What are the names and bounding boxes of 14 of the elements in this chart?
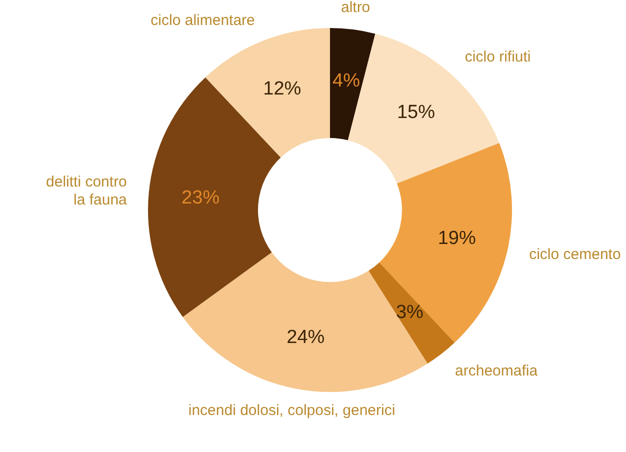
slice-label: archeomafia [455,362,538,380]
slice-label: ciclo alimentare [150,12,255,29]
data-label: 4% [332,70,360,92]
data-label: 24% [286,327,325,348]
slice-label: ciclo cemento [529,246,621,263]
slice-label: incendi dolosi, colposi, generici [188,402,396,419]
data-label: 15% [396,102,436,123]
slice-label: delitti contro la fauna [46,173,128,208]
slice-label: ciclo rifiuti [464,48,531,66]
data-label: 12% [263,78,302,100]
data-label: 3% [396,302,424,324]
data-label: 23% [182,187,220,208]
slice-label: altro [340,0,370,16]
data-label: 19% [438,228,476,249]
